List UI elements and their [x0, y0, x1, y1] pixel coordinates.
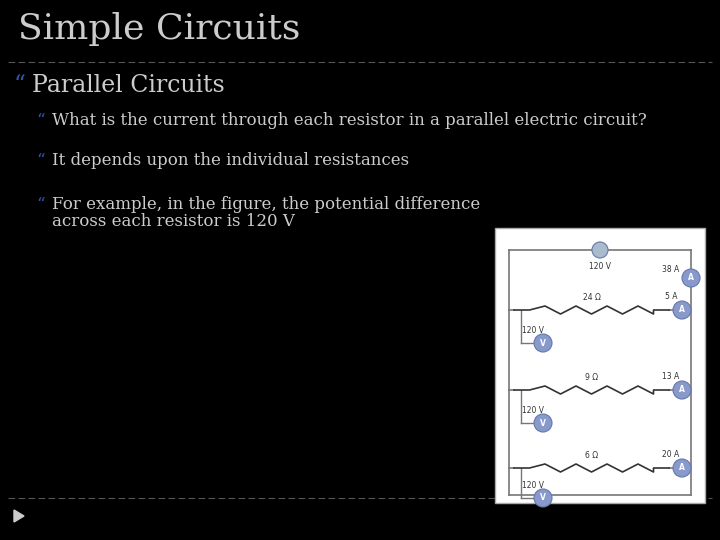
Circle shape [673, 381, 691, 399]
Polygon shape [14, 510, 24, 522]
Text: 5 A: 5 A [665, 292, 678, 301]
Text: “: “ [36, 196, 45, 213]
Text: A: A [679, 463, 685, 472]
Text: 20 A: 20 A [662, 450, 680, 459]
Text: A: A [679, 306, 685, 314]
Text: 120 V: 120 V [522, 326, 544, 335]
Text: For example, in the figure, the potential difference: For example, in the figure, the potentia… [52, 196, 480, 213]
Text: 13 A: 13 A [662, 372, 680, 381]
Text: What is the current through each resistor in a parallel electric circuit?: What is the current through each resisto… [52, 112, 647, 129]
Text: 120 V: 120 V [522, 481, 544, 490]
Circle shape [534, 414, 552, 432]
Text: 6 Ω: 6 Ω [585, 451, 598, 460]
Circle shape [534, 489, 552, 507]
Circle shape [673, 301, 691, 319]
Text: V: V [540, 494, 546, 503]
Text: “: “ [36, 152, 45, 169]
Circle shape [673, 459, 691, 477]
Text: 120 V: 120 V [522, 406, 544, 415]
Text: A: A [688, 273, 694, 282]
Text: across each resistor is 120 V: across each resistor is 120 V [52, 213, 295, 230]
Text: V: V [540, 418, 546, 428]
Text: Simple Circuits: Simple Circuits [18, 12, 300, 46]
Text: A: A [679, 386, 685, 395]
Text: “: “ [14, 74, 26, 97]
Text: V: V [540, 339, 546, 348]
FancyBboxPatch shape [495, 228, 705, 503]
Text: 24 Ω: 24 Ω [582, 293, 600, 302]
Circle shape [682, 269, 700, 287]
Text: “: “ [36, 112, 45, 129]
Text: 120 V: 120 V [589, 262, 611, 271]
Text: It depends upon the individual resistances: It depends upon the individual resistanc… [52, 152, 409, 169]
Text: 9 Ω: 9 Ω [585, 373, 598, 382]
Text: Parallel Circuits: Parallel Circuits [32, 74, 225, 97]
Circle shape [592, 242, 608, 258]
Circle shape [534, 334, 552, 352]
Text: 38 A: 38 A [662, 266, 679, 274]
